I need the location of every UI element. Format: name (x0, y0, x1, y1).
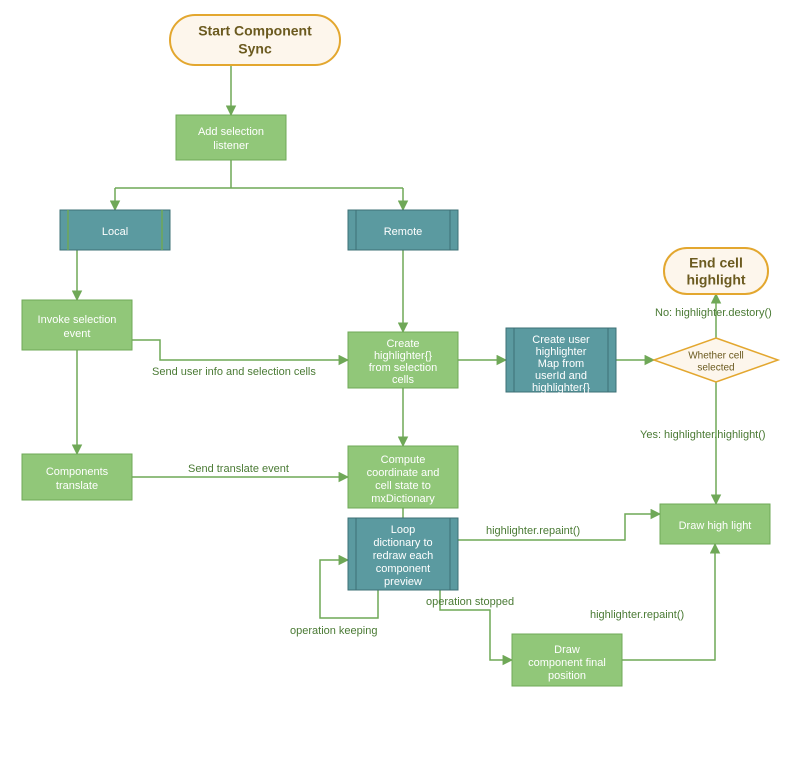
edge-label-repaint1: highlighter.repaint() (486, 525, 580, 537)
svg-text:component: component (376, 563, 430, 575)
node-compute: Compute coordinate and cell state to mxD… (348, 446, 458, 508)
svg-text:event: event (64, 328, 91, 340)
svg-text:highlighter: highlighter (536, 346, 587, 358)
svg-text:Map from: Map from (538, 358, 584, 370)
node-loop: Loop dictionary to redraw each component… (348, 518, 458, 590)
svg-text:Whether cell: Whether cell (688, 351, 744, 362)
node-end: End cell highlight (664, 248, 768, 294)
node-drawhl: Draw high light (660, 504, 770, 544)
node-decision: Whether cell selected (654, 338, 778, 382)
svg-text:Create user: Create user (532, 334, 590, 346)
node-invoke: Invoke selection event (22, 300, 132, 350)
edge-label-opkeeping: operation keeping (290, 625, 377, 637)
node-remote: Remote (348, 210, 458, 250)
svg-text:Invoke selection: Invoke selection (38, 314, 117, 326)
svg-text:userId and: userId and (535, 370, 587, 382)
node-drawfinal: Draw component final position (512, 634, 622, 686)
svg-text:from selection: from selection (369, 362, 437, 374)
svg-text:Compute: Compute (381, 454, 426, 466)
svg-text:coordinate and: coordinate and (367, 467, 440, 479)
node-translate: Components translate (22, 454, 132, 500)
svg-text:dictionary to: dictionary to (373, 537, 432, 549)
svg-text:Sync: Sync (238, 41, 272, 57)
svg-text:Create: Create (386, 338, 419, 350)
edge-drawfinal-drawhl (622, 544, 715, 660)
edge-label-sendtranslate: Send translate event (188, 463, 289, 475)
svg-text:preview: preview (384, 576, 422, 588)
svg-text:Draw: Draw (554, 644, 580, 656)
edge-label-opstopped: operation stopped (426, 596, 514, 608)
svg-text:translate: translate (56, 480, 98, 492)
node-start: Start Component Sync (170, 15, 340, 65)
edge-label-no: No: highlighter.destory() (655, 307, 772, 319)
svg-text:Loop: Loop (391, 524, 415, 536)
svg-text:component final: component final (528, 657, 606, 669)
svg-text:mxDictionary: mxDictionary (371, 493, 435, 505)
svg-text:Local: Local (102, 226, 128, 238)
edge-label-repaint2: highlighter.repaint() (590, 609, 684, 621)
edge-label-yes: Yes: highlighter.highlight() (640, 429, 766, 441)
svg-text:position: position (548, 670, 586, 682)
svg-text:listener: listener (213, 140, 249, 152)
node-createhl: Create highlighter{} from selection cell… (348, 332, 458, 388)
svg-text:Add selection: Add selection (198, 126, 264, 138)
svg-text:highlight: highlight (686, 272, 745, 288)
svg-text:Start Component: Start Component (198, 23, 312, 39)
svg-text:Components: Components (46, 466, 109, 478)
node-local: Local (60, 210, 170, 250)
svg-text:cells: cells (392, 374, 415, 386)
svg-text:selected: selected (697, 363, 734, 374)
svg-text:Remote: Remote (384, 226, 423, 238)
svg-text:End cell: End cell (689, 255, 743, 271)
svg-text:cell state to: cell state to (375, 480, 431, 492)
flowchart-canvas: Send user info and selection cells Send … (0, 0, 800, 770)
node-usermap: Create user highlighter Map from userId … (506, 328, 616, 394)
svg-text:highlighter{}: highlighter{} (532, 382, 590, 394)
node-addlistener: Add selection listener (176, 115, 286, 160)
edge-label-sendinfo: Send user info and selection cells (152, 366, 316, 378)
edge-invoke-createhl (132, 340, 348, 360)
edge-fork-horizontal (115, 160, 403, 188)
svg-text:Draw high light: Draw high light (679, 520, 752, 532)
svg-text:redraw each: redraw each (373, 550, 434, 562)
svg-text:highlighter{}: highlighter{} (374, 350, 432, 362)
